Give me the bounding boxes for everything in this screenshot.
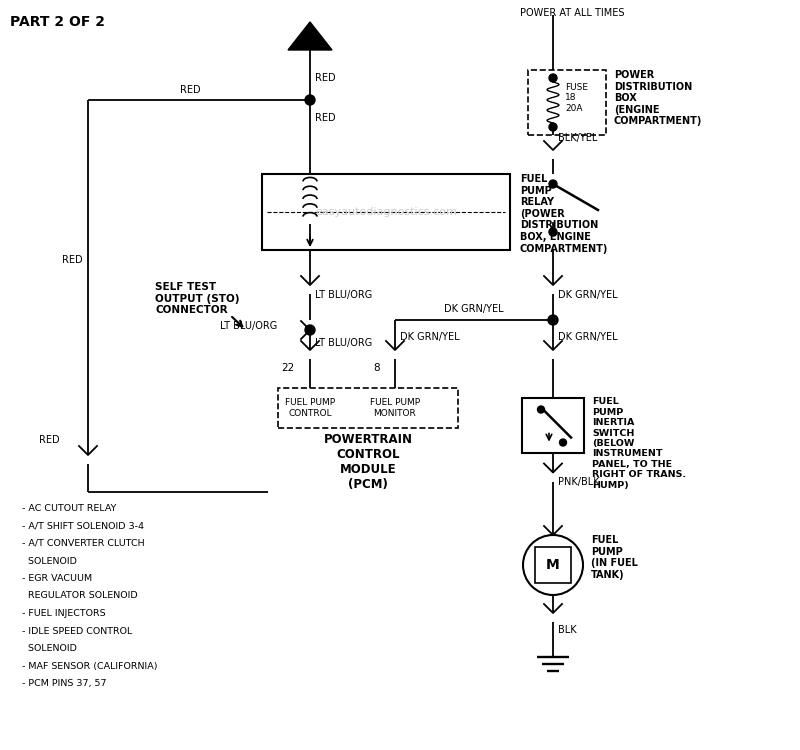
Text: RED: RED xyxy=(315,73,336,83)
Text: PART 2 OF 2: PART 2 OF 2 xyxy=(10,15,105,29)
Circle shape xyxy=(549,74,557,82)
Text: M: M xyxy=(546,558,560,572)
Text: SOLENOID: SOLENOID xyxy=(22,644,77,653)
Text: FUEL PUMP
MONITOR: FUEL PUMP MONITOR xyxy=(370,398,420,418)
Circle shape xyxy=(305,95,315,105)
Text: - PCM PINS 37, 57: - PCM PINS 37, 57 xyxy=(22,679,106,688)
Text: BLK: BLK xyxy=(558,625,577,635)
Text: RED: RED xyxy=(315,113,336,123)
Text: - FUEL INJECTORS: - FUEL INJECTORS xyxy=(22,609,106,618)
Circle shape xyxy=(549,228,557,236)
Text: - A/T SHIFT SOLENOID 3-4: - A/T SHIFT SOLENOID 3-4 xyxy=(22,521,144,530)
Polygon shape xyxy=(288,22,332,50)
Bar xyxy=(262,174,510,250)
Text: DK GRN/YEL: DK GRN/YEL xyxy=(558,332,618,342)
Text: RED: RED xyxy=(180,85,200,95)
Text: REGULATOR SOLENOID: REGULATOR SOLENOID xyxy=(22,592,138,601)
Text: - MAF SENSOR (CALIFORNIA): - MAF SENSOR (CALIFORNIA) xyxy=(22,662,158,670)
Circle shape xyxy=(548,315,558,325)
Text: FUEL
PUMP
INERTIA
SWITCH
(BELOW
INSTRUMENT
PANEL, TO THE
RIGHT OF TRANS.
HUMP): FUEL PUMP INERTIA SWITCH (BELOW INSTRUME… xyxy=(592,398,686,490)
Text: LT BLU/ORG: LT BLU/ORG xyxy=(220,321,278,331)
Text: - EGR VACUUM: - EGR VACUUM xyxy=(22,574,92,583)
Bar xyxy=(535,547,571,583)
Circle shape xyxy=(559,439,566,446)
Text: easyautodiagnostics.com: easyautodiagnostics.com xyxy=(315,207,457,217)
Text: FUEL
PUMP
(IN FUEL
TANK): FUEL PUMP (IN FUEL TANK) xyxy=(591,535,638,580)
Circle shape xyxy=(549,180,557,188)
Text: DK GRN/YEL: DK GRN/YEL xyxy=(400,332,460,342)
Text: POWER
DISTRIBUTION
BOX
(ENGINE
COMPARTMENT): POWER DISTRIBUTION BOX (ENGINE COMPARTME… xyxy=(614,70,702,127)
Text: 22: 22 xyxy=(282,363,295,373)
Text: SOLENOID: SOLENOID xyxy=(22,556,77,566)
Text: RED: RED xyxy=(39,435,60,445)
Text: POWERTRAIN
CONTROL
MODULE
(PCM): POWERTRAIN CONTROL MODULE (PCM) xyxy=(323,433,413,491)
Text: LT BLU/ORG: LT BLU/ORG xyxy=(315,338,372,348)
Text: RED: RED xyxy=(62,255,82,265)
Circle shape xyxy=(538,406,545,413)
Text: FUSE
18
20A: FUSE 18 20A xyxy=(565,83,588,112)
Text: POWER AT ALL TIMES: POWER AT ALL TIMES xyxy=(520,8,625,18)
Text: DK GRN/YEL: DK GRN/YEL xyxy=(444,304,504,314)
Bar xyxy=(278,388,458,428)
Text: LT BLU/ORG: LT BLU/ORG xyxy=(315,290,372,300)
Bar xyxy=(522,398,584,452)
Text: FUEL
PUMP
RELAY
(POWER
DISTRIBUTION
BOX, ENGINE
COMPARTMENT): FUEL PUMP RELAY (POWER DISTRIBUTION BOX,… xyxy=(520,174,608,254)
Text: - AC CUTOUT RELAY: - AC CUTOUT RELAY xyxy=(22,504,116,513)
Text: BLK/YEL: BLK/YEL xyxy=(558,133,598,143)
Text: PNK/BLK: PNK/BLK xyxy=(558,478,600,488)
Text: DK GRN/YEL: DK GRN/YEL xyxy=(558,290,618,300)
Circle shape xyxy=(305,325,315,335)
Text: SELF TEST
OUTPUT (STO)
CONNECTOR: SELF TEST OUTPUT (STO) CONNECTOR xyxy=(155,282,239,315)
Text: - IDLE SPEED CONTROL: - IDLE SPEED CONTROL xyxy=(22,626,132,635)
Bar xyxy=(528,70,606,135)
Circle shape xyxy=(549,123,557,131)
Text: 8: 8 xyxy=(374,363,380,373)
Text: - A/T CONVERTER CLUTCH: - A/T CONVERTER CLUTCH xyxy=(22,539,145,548)
Text: FUEL PUMP
CONTROL: FUEL PUMP CONTROL xyxy=(285,398,335,418)
Text: A: A xyxy=(305,32,315,44)
